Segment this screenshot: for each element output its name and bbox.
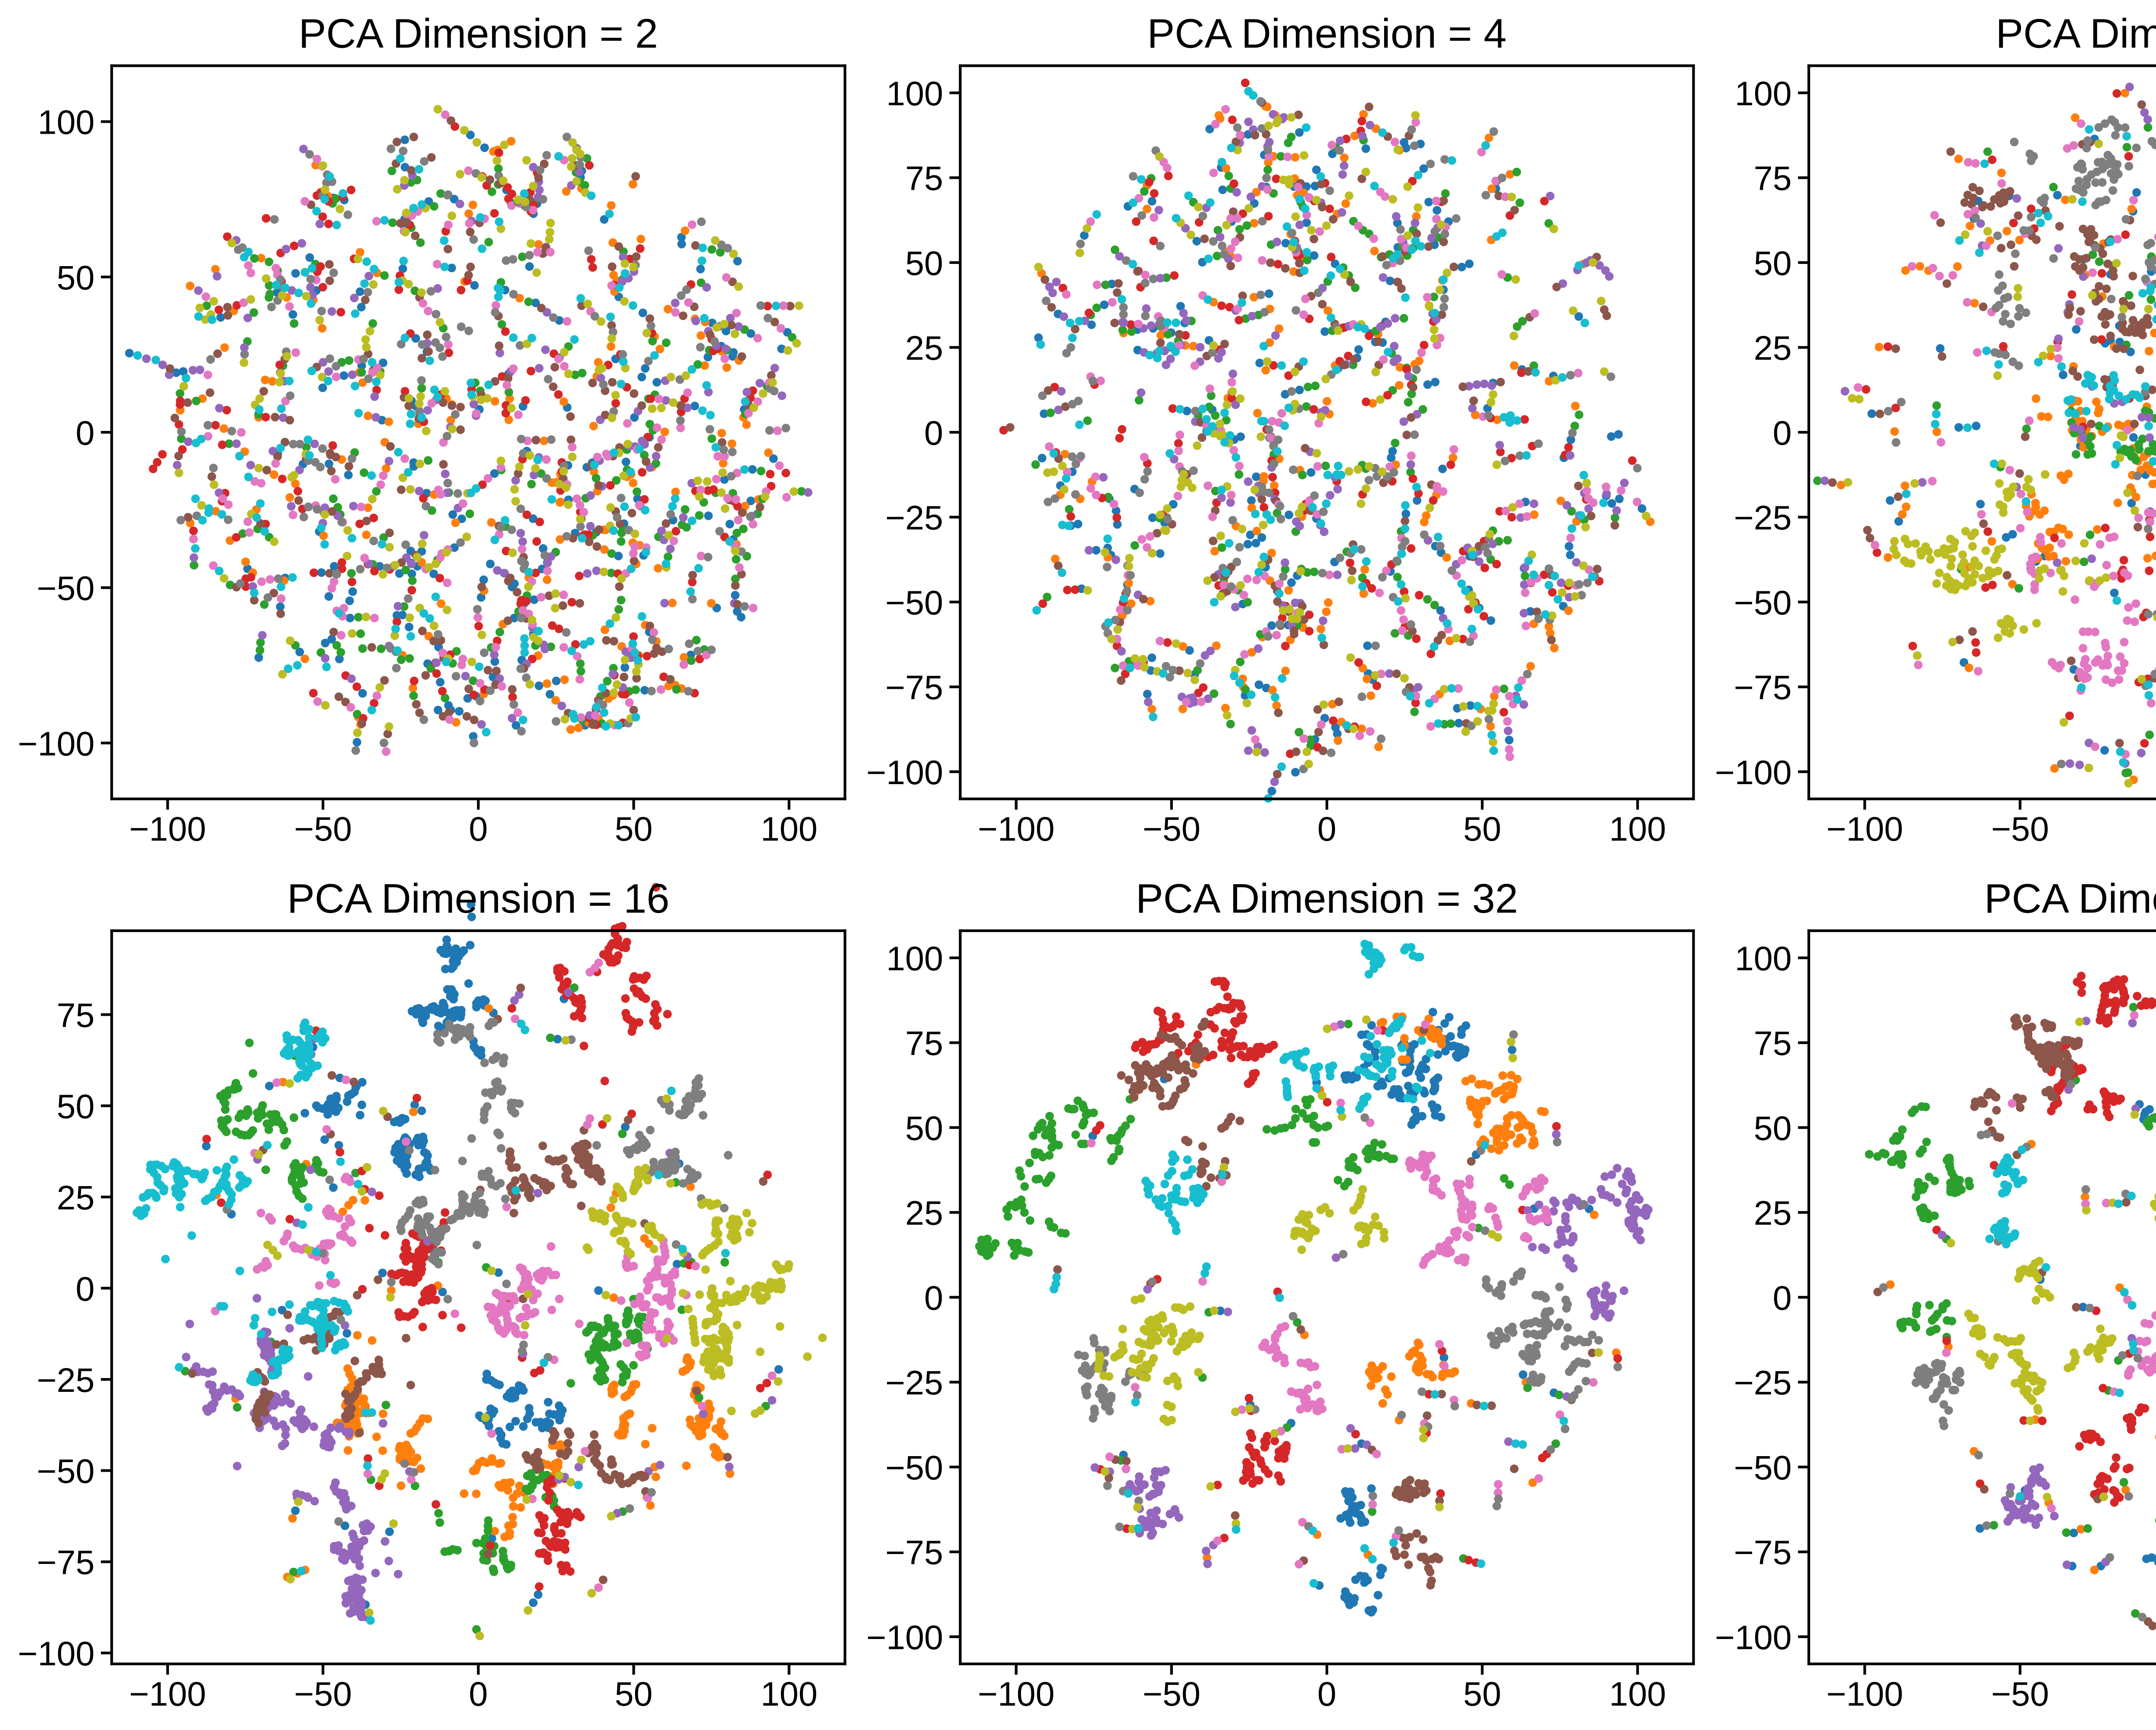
svg-text:25: 25 xyxy=(905,329,943,367)
svg-text:−100: −100 xyxy=(866,753,943,791)
svg-text:50: 50 xyxy=(1754,244,1792,282)
svg-text:PCA Dimension = 2: PCA Dimension = 2 xyxy=(298,11,658,57)
svg-text:0: 0 xyxy=(1773,414,1792,452)
svg-text:25: 25 xyxy=(1754,329,1792,367)
svg-text:−25: −25 xyxy=(1734,1363,1792,1402)
svg-text:25: 25 xyxy=(1754,1194,1792,1232)
svg-text:50: 50 xyxy=(1754,1109,1792,1147)
svg-text:−75: −75 xyxy=(1734,1533,1792,1572)
svg-text:50: 50 xyxy=(615,810,653,848)
svg-text:−25: −25 xyxy=(1734,499,1792,537)
svg-text:100: 100 xyxy=(38,103,94,141)
svg-text:50: 50 xyxy=(1463,810,1501,848)
svg-text:100: 100 xyxy=(886,939,943,977)
svg-text:0: 0 xyxy=(469,810,488,848)
svg-text:−50: −50 xyxy=(294,1675,352,1713)
svg-text:−100: −100 xyxy=(978,1675,1054,1713)
svg-text:25: 25 xyxy=(56,1178,94,1217)
svg-text:100: 100 xyxy=(1609,810,1666,848)
svg-text:100: 100 xyxy=(1735,74,1792,113)
svg-text:−75: −75 xyxy=(885,668,943,706)
svg-text:−100: −100 xyxy=(129,810,206,848)
svg-text:PCA Dimension = 16: PCA Dimension = 16 xyxy=(287,876,670,922)
svg-text:−100: −100 xyxy=(1826,810,1903,848)
svg-text:−50: −50 xyxy=(1734,583,1792,622)
svg-text:50: 50 xyxy=(1463,1675,1501,1713)
svg-text:−50: −50 xyxy=(1143,1675,1200,1713)
svg-text:−25: −25 xyxy=(37,1361,94,1399)
svg-text:−100: −100 xyxy=(18,1634,94,1673)
svg-text:−100: −100 xyxy=(1826,1675,1903,1713)
svg-text:−50: −50 xyxy=(1991,1675,2049,1713)
svg-text:50: 50 xyxy=(615,1675,653,1713)
svg-text:PCA Dimension = 32: PCA Dimension = 32 xyxy=(1136,876,1518,922)
svg-text:−75: −75 xyxy=(885,1533,943,1572)
svg-text:0: 0 xyxy=(75,1269,94,1308)
svg-text:−50: −50 xyxy=(1143,810,1200,848)
svg-text:50: 50 xyxy=(56,258,94,297)
svg-text:100: 100 xyxy=(886,74,943,113)
svg-text:−100: −100 xyxy=(1715,1618,1792,1656)
svg-text:25: 25 xyxy=(905,1194,943,1232)
svg-text:50: 50 xyxy=(905,1109,943,1147)
svg-text:−50: −50 xyxy=(37,569,94,607)
svg-text:PCA Dimension = 4: PCA Dimension = 4 xyxy=(1147,11,1507,57)
svg-text:−50: −50 xyxy=(885,583,943,622)
svg-text:75: 75 xyxy=(56,996,94,1034)
svg-text:100: 100 xyxy=(761,1675,818,1713)
svg-text:−50: −50 xyxy=(1991,810,2049,848)
svg-text:−25: −25 xyxy=(885,1363,943,1402)
svg-text:−100: −100 xyxy=(866,1618,943,1656)
svg-text:100: 100 xyxy=(1735,939,1792,977)
svg-text:0: 0 xyxy=(924,414,943,452)
svg-text:100: 100 xyxy=(761,810,818,848)
svg-text:0: 0 xyxy=(924,1278,943,1317)
svg-text:−100: −100 xyxy=(1715,753,1792,791)
svg-text:PCA Dimension = 64: PCA Dimension = 64 xyxy=(1984,876,2156,922)
svg-text:−50: −50 xyxy=(37,1452,94,1490)
svg-text:−100: −100 xyxy=(18,724,94,763)
svg-text:75: 75 xyxy=(1754,159,1792,198)
svg-text:0: 0 xyxy=(75,414,94,452)
svg-text:75: 75 xyxy=(905,159,943,198)
svg-text:−50: −50 xyxy=(1734,1448,1792,1487)
svg-text:75: 75 xyxy=(1754,1024,1792,1062)
svg-text:PCA Dimension = 8: PCA Dimension = 8 xyxy=(1996,11,2156,57)
svg-text:−100: −100 xyxy=(978,810,1054,848)
svg-text:−25: −25 xyxy=(885,499,943,537)
svg-text:0: 0 xyxy=(1317,810,1336,848)
svg-text:−50: −50 xyxy=(885,1448,943,1487)
svg-text:100: 100 xyxy=(1609,1675,1666,1713)
svg-text:75: 75 xyxy=(905,1024,943,1062)
svg-text:50: 50 xyxy=(56,1087,94,1125)
svg-text:50: 50 xyxy=(905,244,943,282)
svg-text:0: 0 xyxy=(1773,1278,1792,1317)
svg-text:−50: −50 xyxy=(294,810,352,848)
svg-text:0: 0 xyxy=(1317,1675,1336,1713)
svg-text:−100: −100 xyxy=(129,1675,206,1713)
svg-text:0: 0 xyxy=(469,1675,488,1713)
svg-text:−75: −75 xyxy=(37,1543,94,1582)
svg-text:−75: −75 xyxy=(1734,668,1792,706)
